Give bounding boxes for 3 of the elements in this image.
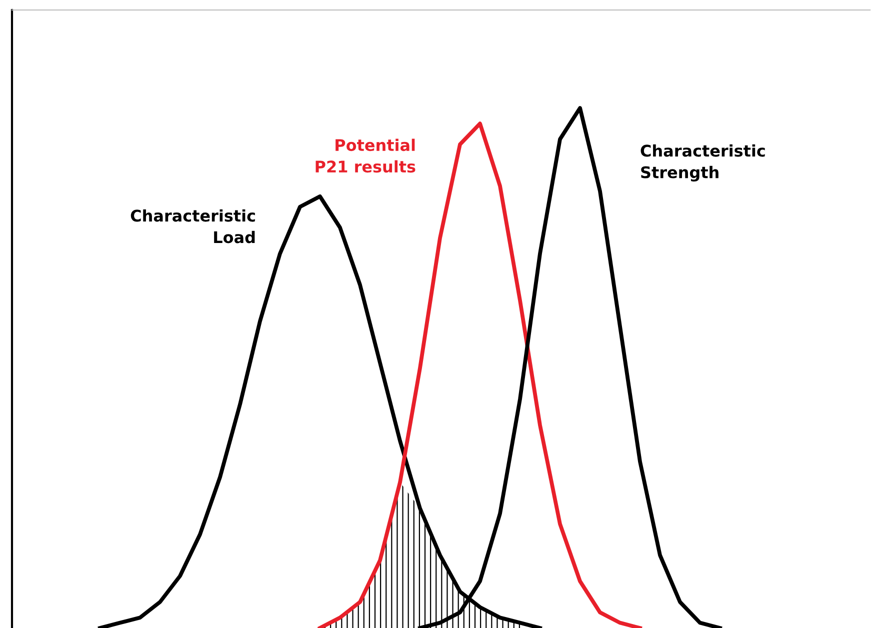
text: Potential P21 results: [316, 138, 416, 173]
series-label: Characteristic Load: [130, 209, 255, 244]
text: Characteristic Strength: [640, 144, 765, 182]
